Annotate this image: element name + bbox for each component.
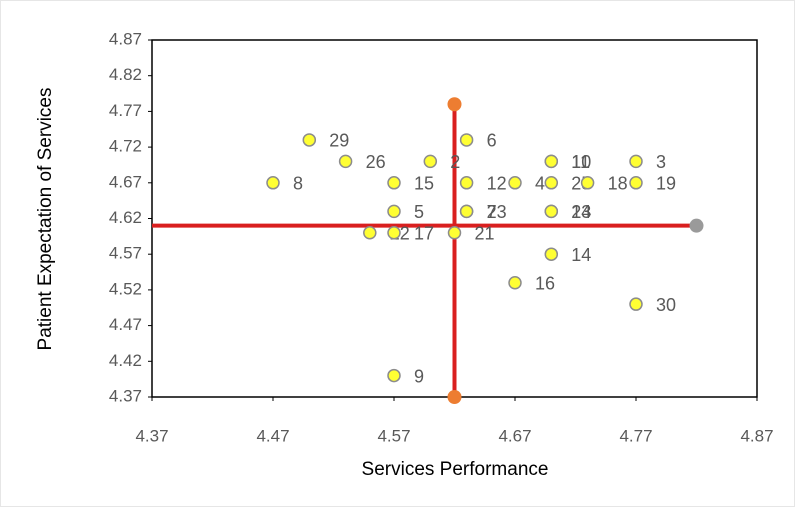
point — [508, 276, 522, 290]
y-tick-label: 4.52 — [109, 279, 142, 298]
point-label: 23 — [487, 202, 507, 222]
point-label: 2 — [450, 152, 460, 172]
point-label: 21 — [475, 224, 495, 244]
point — [629, 176, 643, 190]
point — [423, 154, 438, 169]
line-end-dot — [447, 97, 462, 112]
x-tick-label: 4.87 — [740, 426, 773, 445]
point-label: 5 — [414, 202, 424, 222]
point — [544, 176, 559, 190]
y-tick-label: 4.57 — [109, 244, 142, 263]
line-end-dot — [447, 390, 462, 404]
point-label: 8 — [293, 174, 303, 194]
point — [266, 176, 280, 190]
point-label: 24 — [571, 202, 591, 222]
y-tick-label: 4.87 — [109, 29, 142, 48]
y-tick-label: 4.82 — [109, 65, 142, 84]
point — [387, 204, 401, 219]
point-label: 16 — [535, 274, 555, 294]
point-label: 17 — [414, 224, 434, 244]
point — [459, 133, 474, 147]
point-label: 29 — [329, 131, 349, 151]
x-tick-label: 4.67 — [498, 426, 531, 445]
point — [387, 176, 401, 190]
x-tick-label: 4.57 — [377, 426, 410, 445]
x-axis-label: Services Performance — [362, 459, 549, 480]
point — [544, 204, 559, 219]
point — [544, 247, 559, 261]
point-label: 30 — [656, 295, 676, 315]
point — [459, 176, 474, 190]
point — [302, 133, 317, 147]
point — [363, 226, 377, 240]
y-axis-label: Patient Expectation of Services — [35, 88, 56, 351]
point — [459, 204, 474, 219]
point — [508, 176, 522, 190]
point-label: 6 — [487, 131, 497, 151]
line-end-dot — [689, 218, 704, 233]
point-label: 12 — [487, 174, 507, 194]
y-tick-label: 4.62 — [109, 208, 142, 227]
point — [629, 297, 643, 311]
point — [338, 154, 353, 169]
point — [387, 368, 401, 383]
y-tick-label: 4.37 — [109, 386, 142, 405]
point-label: 9 — [414, 366, 424, 386]
point-label: 15 — [414, 174, 434, 194]
y-tick-label: 4.67 — [109, 172, 142, 191]
x-tick-label: 4.47 — [256, 426, 289, 445]
point — [387, 226, 401, 240]
point-label: 7 — [487, 202, 497, 222]
point — [629, 154, 643, 169]
y-tick-label: 4.47 — [109, 315, 142, 334]
point-label: 4 — [535, 174, 545, 194]
point-label: 26 — [366, 152, 386, 172]
point — [580, 176, 595, 190]
y-tick-label: 4.77 — [109, 101, 142, 120]
point-label: 13 — [571, 202, 591, 222]
x-tick-label: 4.37 — [135, 426, 168, 445]
point-label: 3 — [656, 152, 666, 172]
point — [447, 226, 462, 240]
point-label: 19 — [656, 174, 676, 194]
y-tick-label: 4.42 — [109, 351, 142, 370]
point-label: 11 — [571, 152, 590, 172]
y-tick-label: 4.72 — [109, 137, 142, 156]
point-label: 10 — [571, 152, 591, 172]
point-label: 18 — [608, 174, 628, 194]
x-tick-label: 4.77 — [619, 426, 652, 445]
point — [544, 154, 559, 169]
point-label: 14 — [571, 245, 591, 265]
